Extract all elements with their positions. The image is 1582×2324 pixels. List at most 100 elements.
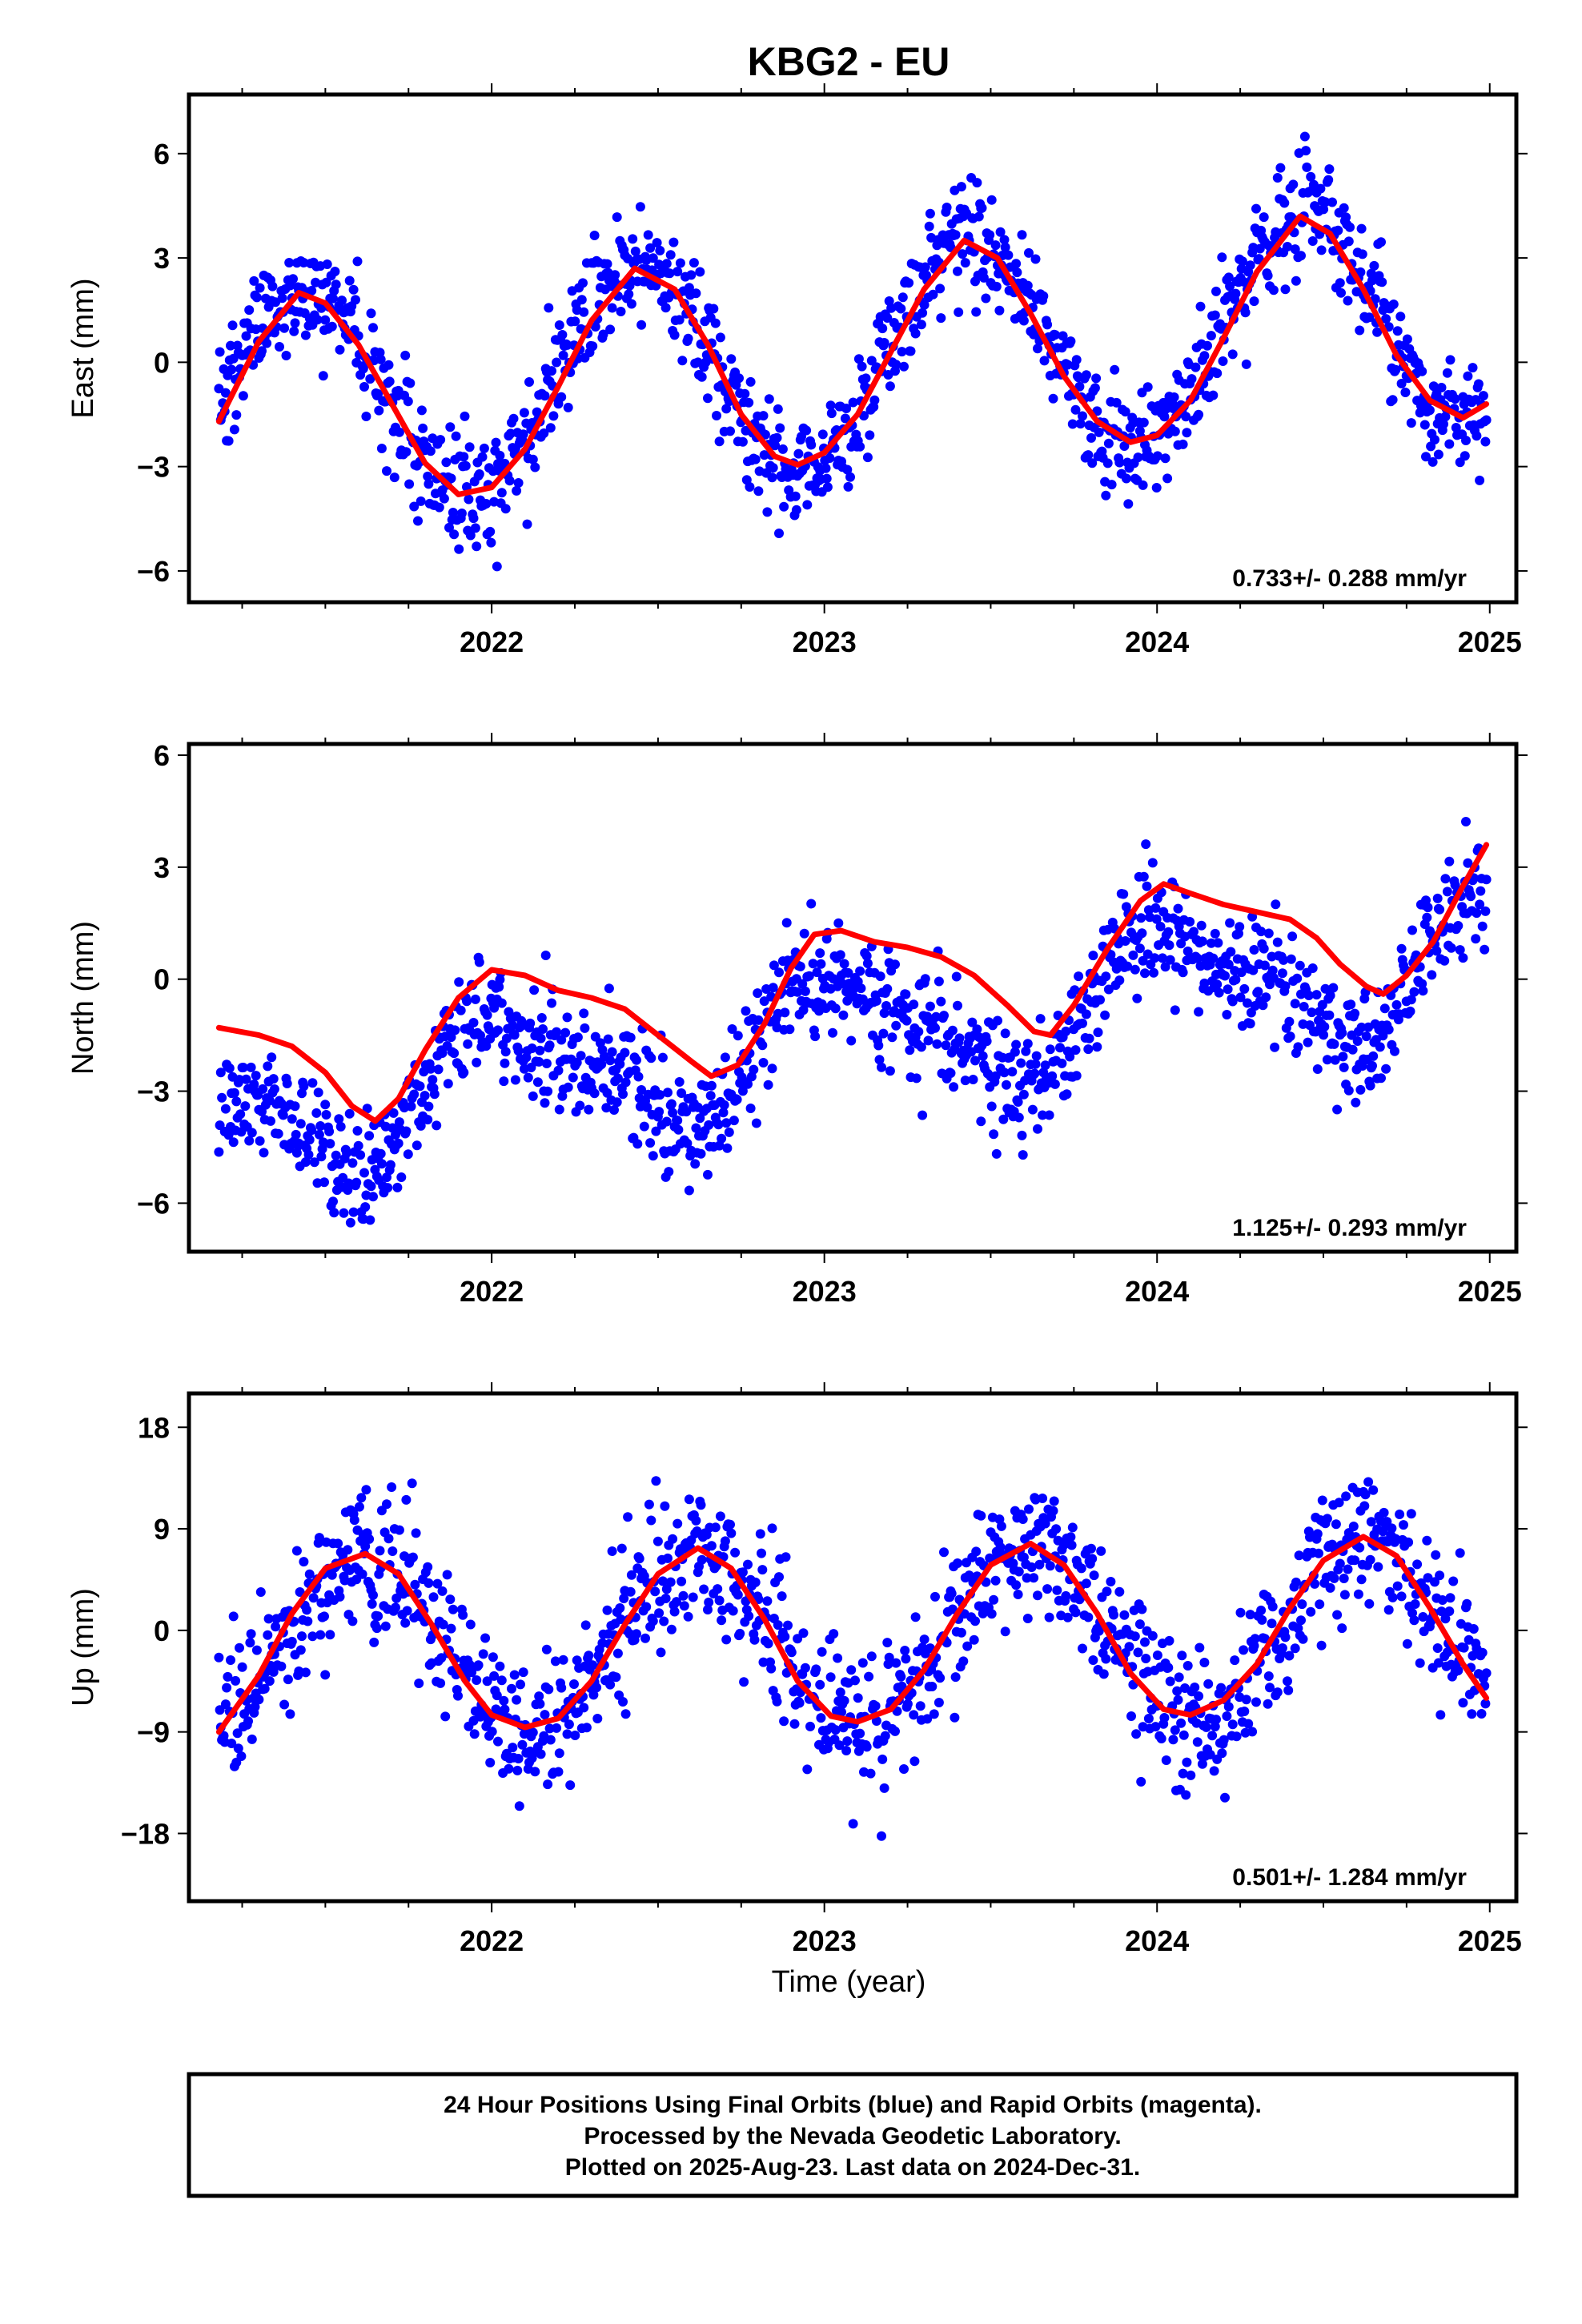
position-point	[939, 1011, 949, 1021]
position-point	[1128, 950, 1138, 960]
position-point	[366, 308, 376, 319]
position-point	[297, 1631, 307, 1642]
position-point	[1280, 1632, 1291, 1642]
position-point	[424, 479, 434, 489]
position-point	[320, 315, 331, 325]
position-point	[1214, 987, 1224, 998]
position-point	[909, 1756, 920, 1767]
position-point	[1067, 419, 1078, 429]
position-point	[214, 384, 224, 394]
position-point	[579, 307, 589, 317]
position-point	[1205, 1750, 1215, 1759]
position-point	[1235, 992, 1246, 1003]
x-tick-label: 2024	[1125, 1924, 1189, 1957]
position-point	[425, 446, 436, 456]
position-point	[1433, 1658, 1443, 1668]
position-point	[460, 460, 471, 471]
position-point	[1270, 1042, 1280, 1052]
position-point	[444, 522, 454, 533]
position-point	[1433, 449, 1443, 460]
position-point	[610, 270, 620, 280]
position-point	[960, 1076, 970, 1086]
position-point	[262, 338, 272, 348]
position-point	[648, 253, 658, 263]
position-point	[753, 486, 764, 497]
position-point	[942, 203, 952, 212]
position-point	[1026, 1562, 1037, 1572]
position-point	[288, 274, 298, 284]
position-point	[1024, 1504, 1034, 1514]
position-point	[383, 1534, 394, 1544]
position-point	[1042, 320, 1053, 330]
position-point	[1012, 267, 1022, 278]
position-point	[1210, 1722, 1220, 1731]
position-point	[413, 516, 423, 526]
position-point	[1468, 1624, 1479, 1634]
x-tick-label: 2022	[460, 1275, 524, 1308]
position-point	[299, 1557, 309, 1567]
position-point	[281, 351, 291, 360]
position-point	[478, 1649, 488, 1659]
position-point	[1217, 252, 1227, 263]
position-point	[1267, 1602, 1278, 1612]
position-point	[1376, 237, 1386, 247]
position-point	[313, 1088, 323, 1098]
position-point	[661, 259, 672, 269]
position-point	[295, 1119, 306, 1129]
position-point	[830, 1003, 841, 1014]
position-point	[666, 1624, 677, 1634]
position-point	[528, 454, 538, 464]
position-point	[835, 950, 845, 960]
position-point	[916, 1042, 926, 1052]
position-point	[1138, 955, 1148, 966]
position-point	[1030, 1068, 1040, 1079]
position-point	[1176, 1718, 1186, 1728]
position-point	[264, 1676, 275, 1687]
position-point	[1052, 1585, 1062, 1595]
position-point	[1178, 1730, 1189, 1740]
position-point	[1247, 1727, 1258, 1737]
position-point	[1364, 312, 1375, 323]
position-point	[558, 1655, 568, 1665]
position-point	[953, 1000, 962, 1011]
position-point	[843, 481, 853, 492]
position-point	[1272, 937, 1283, 947]
position-point	[793, 448, 804, 459]
position-point	[798, 1005, 809, 1015]
position-point	[485, 526, 496, 537]
plot-area	[214, 131, 1492, 572]
position-point	[1239, 983, 1250, 994]
position-point	[1109, 1610, 1118, 1620]
position-point	[1315, 183, 1326, 194]
position-point	[842, 464, 853, 475]
position-point	[1390, 1046, 1399, 1056]
position-point	[1194, 409, 1204, 420]
position-point	[553, 1767, 564, 1777]
y-tick-label: 0	[154, 1614, 170, 1647]
position-point	[611, 1672, 621, 1683]
position-point	[335, 1121, 346, 1132]
position-point	[615, 1603, 625, 1613]
position-point	[1150, 903, 1161, 913]
position-point	[290, 318, 300, 328]
position-point	[741, 1006, 751, 1016]
position-point	[231, 1675, 241, 1686]
position-point	[806, 440, 817, 450]
position-point	[1081, 1009, 1091, 1019]
position-point	[1142, 881, 1152, 891]
position-point	[285, 1709, 295, 1719]
position-point	[277, 293, 287, 304]
position-point	[361, 412, 371, 421]
position-point	[1174, 1672, 1184, 1683]
position-point	[236, 1751, 247, 1761]
position-point	[580, 1620, 591, 1630]
position-point	[677, 356, 688, 366]
position-point	[1185, 917, 1195, 927]
position-point	[436, 1678, 446, 1688]
position-point	[715, 332, 725, 343]
position-point	[877, 1831, 886, 1841]
position-point	[470, 523, 480, 533]
position-point	[1226, 947, 1236, 957]
position-point	[232, 1728, 243, 1739]
